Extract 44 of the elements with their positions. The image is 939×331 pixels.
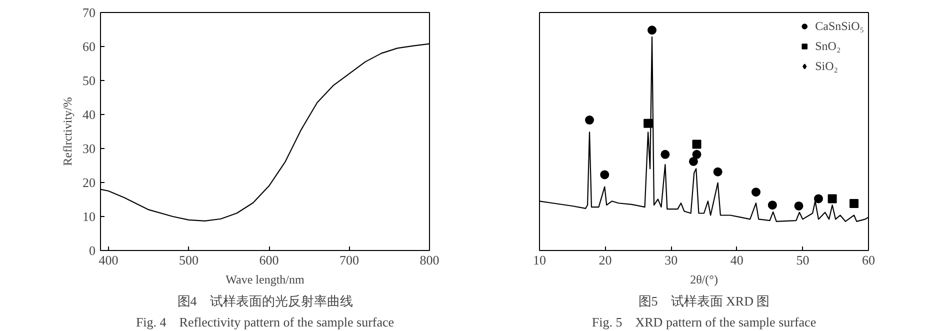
point	[713, 167, 722, 176]
x-tick-label: 400	[98, 252, 118, 268]
point	[692, 150, 702, 159]
point	[644, 118, 653, 128]
point	[648, 26, 657, 35]
x-tick-label: 30	[664, 252, 678, 268]
x-axis-title: 2θ/(°)	[690, 272, 718, 286]
point	[768, 200, 777, 210]
caption: Fig. 4 Reflectivity pattern of the sample surface	[136, 314, 394, 330]
point	[814, 194, 823, 204]
y-tick-label: 0	[89, 243, 96, 258]
point	[688, 156, 698, 166]
x-tick-label: 40	[730, 252, 744, 268]
point	[692, 140, 702, 149]
x-tick-label: 60	[862, 252, 875, 268]
x-tick-label: 800	[420, 252, 440, 268]
y-tick-label: 50	[82, 73, 96, 88]
caption: Fig. 5 XRD pattern of the sample surface	[592, 314, 816, 330]
point	[600, 170, 610, 180]
legend-label: CaSnSiO₅	[815, 18, 864, 34]
y-axis-title: Reflrctivity/%	[60, 97, 74, 166]
caption: 图5 试样表面 XRD 图	[638, 294, 770, 308]
y-tick-label: 60	[82, 39, 96, 54]
y-tick-label: 20	[82, 175, 96, 190]
y-tick-label: 70	[82, 5, 96, 20]
y-tick-label: 30	[82, 141, 96, 156]
y-tick-label: 40	[82, 107, 96, 122]
x-tick-label: 600	[259, 252, 279, 268]
point	[660, 150, 670, 159]
point	[850, 199, 859, 208]
x-tick-label: 50	[796, 252, 810, 268]
x-tick-label: 10	[533, 252, 546, 268]
point	[794, 201, 804, 210]
x-tick-label: 700	[340, 252, 360, 268]
caption: 图4 试样表面的光反射率曲线	[177, 294, 353, 308]
y-tick-label: 10	[82, 209, 96, 224]
point	[751, 188, 760, 197]
legend-label: SnO₂	[815, 38, 841, 54]
x-axis-title: Wave length/nm	[226, 272, 306, 286]
x-tick-label: 20	[598, 252, 612, 268]
legend-label: SiO₂	[815, 58, 838, 74]
x-tick-label: 500	[179, 252, 199, 268]
point	[828, 194, 837, 204]
point	[585, 116, 594, 125]
